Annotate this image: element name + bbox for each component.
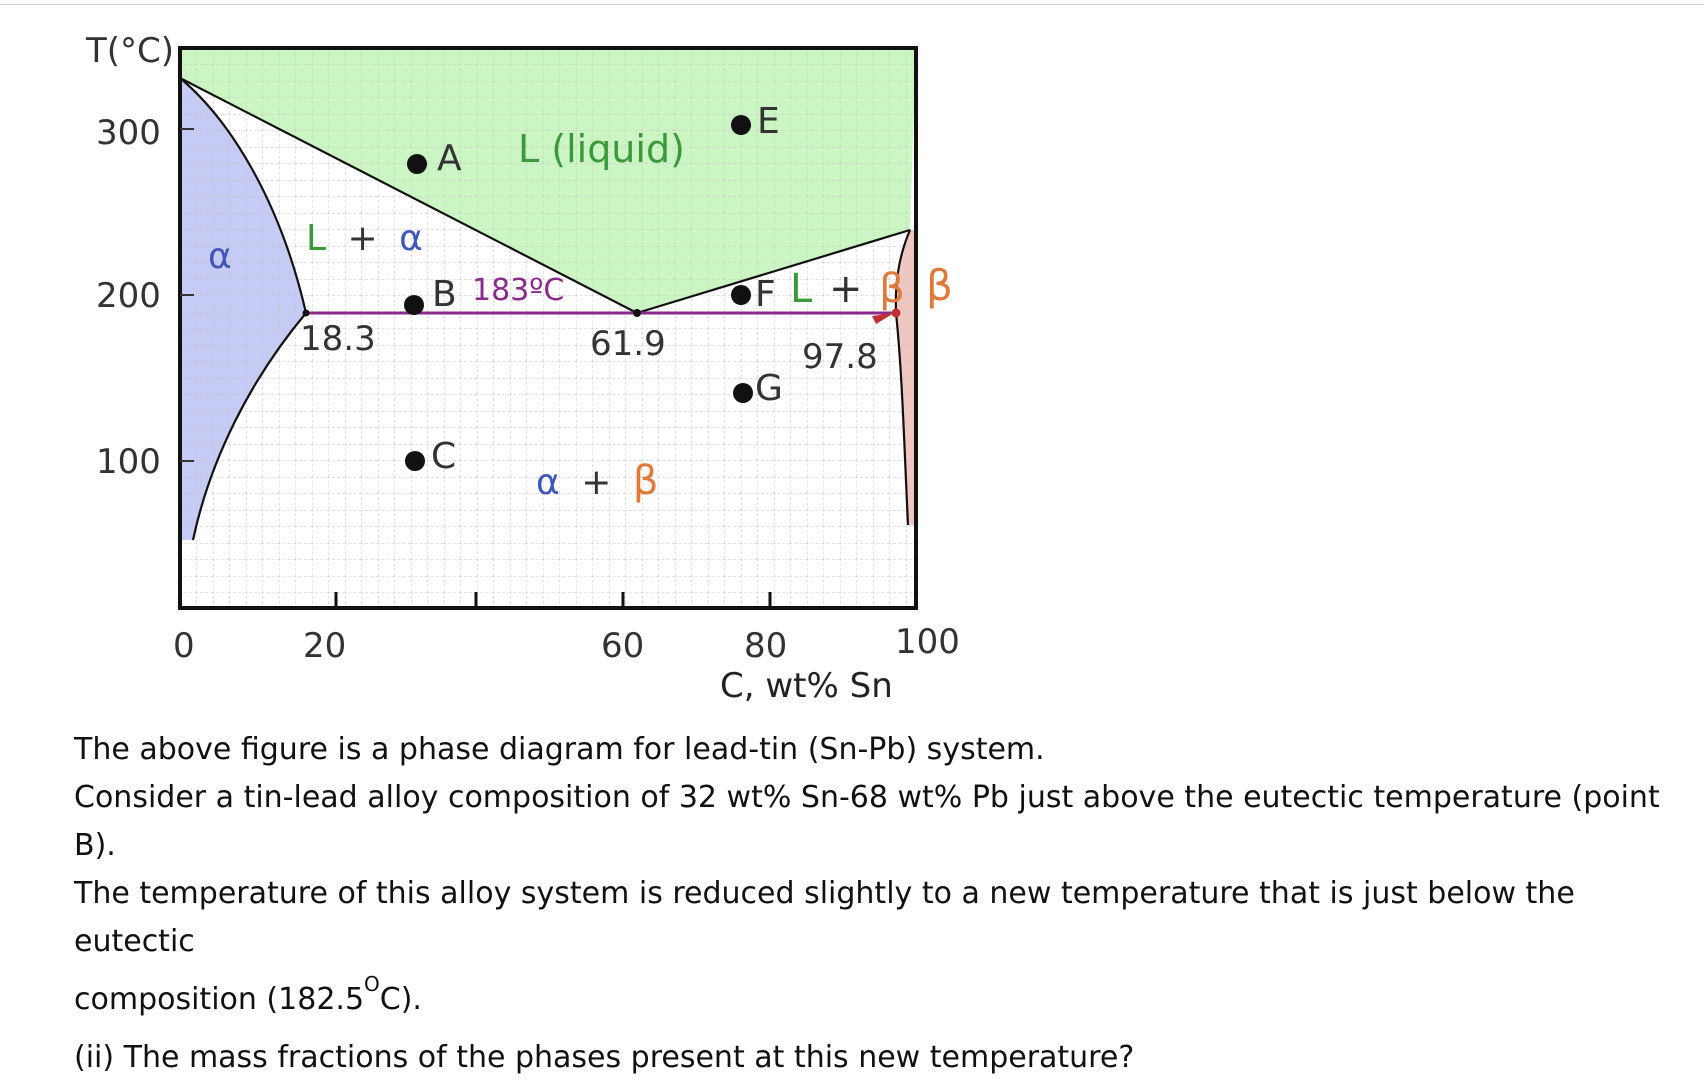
y-axis-title: T(°C) bbox=[85, 31, 174, 71]
x-axis-title: C, wt% Sn bbox=[720, 666, 893, 706]
y-ticks bbox=[180, 128, 194, 462]
phase-diagram: T(°C) 300 200 100 0 20 60 80 100 C, wt% … bbox=[85, 31, 960, 706]
l-plus-beta-label: L + β bbox=[790, 266, 905, 312]
x-tick-label-80: 80 bbox=[744, 626, 787, 666]
point-E-label: E bbox=[757, 101, 780, 142]
y-tick-label-100: 100 bbox=[96, 442, 161, 482]
point-E: E bbox=[731, 101, 780, 142]
composition-label-alpha: 18.3 bbox=[300, 319, 376, 359]
solvus-beta bbox=[894, 312, 910, 526]
l-plus-alpha-alpha: α bbox=[399, 218, 423, 259]
l-plus-beta-L: L bbox=[790, 266, 813, 312]
beta-max-point bbox=[891, 308, 901, 318]
top-divider bbox=[0, 4, 1704, 5]
l-plus-beta-beta: β bbox=[879, 266, 905, 312]
l-plus-alpha-plus: + bbox=[348, 218, 378, 259]
degree-symbol: O bbox=[364, 972, 380, 996]
l-plus-alpha-L: L bbox=[306, 218, 326, 259]
question-line-3: The temperature of this alloy system is … bbox=[74, 876, 1575, 959]
point-B: B bbox=[404, 274, 457, 315]
question-text: The above figure is a phase diagram for … bbox=[74, 726, 1694, 1082]
beta-arrow-icon bbox=[872, 313, 894, 324]
point-C: C bbox=[405, 436, 456, 477]
alpha-beta-beta: β bbox=[633, 458, 659, 504]
question-line-1: The above figure is a phase diagram for … bbox=[74, 732, 1045, 767]
alpha-max-point bbox=[302, 309, 310, 317]
eutectic-temperature-label: 183ºC bbox=[472, 273, 564, 308]
plot-frame bbox=[178, 46, 918, 610]
l-plus-beta-plus: + bbox=[829, 266, 863, 312]
composition-label-eutectic: 61.9 bbox=[590, 324, 666, 364]
l-plus-alpha-label: L + α bbox=[306, 218, 423, 259]
liquidus-right bbox=[636, 228, 911, 315]
point-A: A bbox=[407, 138, 462, 179]
x-tick-label-0: 0 bbox=[173, 626, 195, 666]
beta-label: β bbox=[926, 261, 953, 310]
liquidus-left bbox=[179, 77, 638, 314]
question-line-4-suffix: C). bbox=[379, 982, 422, 1017]
solidus-alpha bbox=[179, 77, 308, 314]
y-tick-label-300: 300 bbox=[96, 113, 161, 153]
solvus-alpha bbox=[191, 312, 307, 541]
question-line-4-prefix: composition (182.5 bbox=[74, 982, 365, 1017]
point-E-marker bbox=[731, 115, 751, 135]
y-tick-label-200: 200 bbox=[96, 276, 161, 316]
composition-label-beta: 97.8 bbox=[802, 337, 878, 377]
alpha-beta-alpha: α bbox=[536, 462, 560, 503]
alpha-plus-beta-label: α + β bbox=[536, 458, 658, 504]
point-B-label: B bbox=[432, 274, 457, 315]
point-B-marker bbox=[404, 295, 424, 315]
question-line-5: (ii) The mass fractions of the phases pr… bbox=[74, 1040, 1135, 1075]
eutectic-point bbox=[633, 309, 641, 317]
x-tick-label-20: 20 bbox=[303, 626, 346, 666]
point-G-marker bbox=[733, 383, 753, 403]
alpha-label: α bbox=[208, 236, 232, 277]
x-ticks bbox=[334, 592, 772, 608]
point-F: F bbox=[731, 274, 776, 315]
point-G: G bbox=[733, 368, 783, 409]
point-C-marker bbox=[405, 451, 425, 471]
point-A-label: A bbox=[437, 138, 462, 179]
x-tick-label-100: 100 bbox=[895, 622, 960, 662]
point-F-marker bbox=[731, 285, 751, 305]
question-line-4: composition (182.5OC). bbox=[74, 974, 1694, 1024]
point-A-marker bbox=[407, 154, 427, 174]
alpha-beta-plus: + bbox=[581, 462, 611, 503]
x-tick-label-60: 60 bbox=[601, 626, 644, 666]
question-line-2: Consider a tin-lead alloy composition of… bbox=[74, 780, 1660, 863]
solidus-beta bbox=[894, 229, 912, 314]
point-C-label: C bbox=[431, 436, 456, 477]
point-F-label: F bbox=[755, 274, 776, 315]
liquid-label: L (liquid) bbox=[518, 127, 685, 171]
point-G-label: G bbox=[755, 368, 783, 409]
